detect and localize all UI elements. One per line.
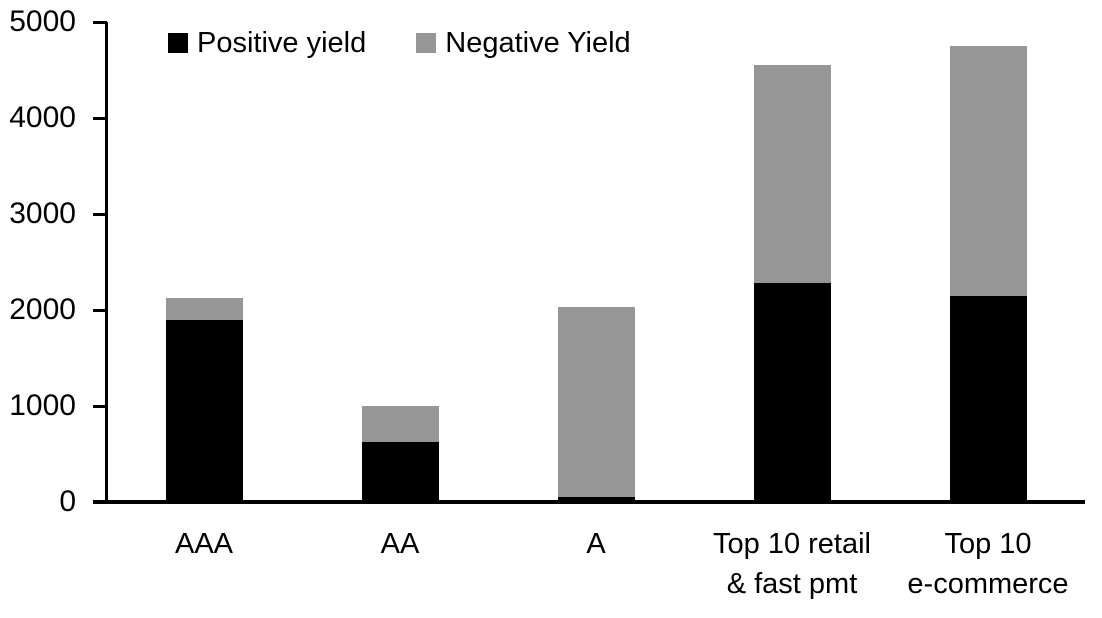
y-axis-tick-mark <box>93 212 107 216</box>
bar-aaa-negative-yield <box>165 298 243 320</box>
x-axis-label-line: AA <box>380 528 420 560</box>
y-axis-tick-label-4000: 4000 <box>9 101 76 134</box>
bar-a-negative-yield <box>557 307 635 498</box>
y-axis-tick-mark <box>93 404 107 408</box>
bar-aaa-positive-yield <box>165 319 243 502</box>
y-axis-line <box>105 22 108 504</box>
bar-top-10-e-commerce-negative-yield <box>949 46 1027 296</box>
y-axis-tick-label-5000: 5000 <box>9 5 76 38</box>
x-axis-label-top-10-e-commerce: Top 10 e-commerce <box>868 524 1102 604</box>
y-axis-tick-label-3000: 3000 <box>9 197 76 230</box>
x-axis-label-line: & fast pmt <box>726 568 858 600</box>
x-axis-label-top-10-retail-fast-pmt: Top 10 retail & fast pmt <box>672 524 912 604</box>
bar-aa-negative-yield <box>361 406 439 442</box>
bar-a-positive-yield <box>557 497 635 502</box>
x-axis-label-aaa: AAA <box>84 524 324 564</box>
y-axis-tick-label-1000: 1000 <box>9 389 76 422</box>
x-axis-label-a: A <box>476 524 716 564</box>
positive-yield-swatch <box>168 33 188 53</box>
y-axis-tick-mark <box>93 500 107 504</box>
bar-top-10-retail-fast-pmt-negative-yield <box>753 65 831 284</box>
negative-yield-swatch <box>416 33 437 53</box>
y-axis-tick-mark <box>93 20 107 24</box>
x-axis-line <box>93 500 1085 504</box>
x-axis-label-line: AAA <box>174 528 234 560</box>
y-axis-tick-mark <box>93 308 107 312</box>
y-axis-tick-mark <box>93 116 107 120</box>
x-axis-label-aa: AA <box>280 524 520 564</box>
x-axis-label-line: e-commerce <box>907 568 1069 600</box>
x-axis-label-line: A <box>586 528 606 560</box>
y-axis-tick-label-0: 0 <box>59 485 76 518</box>
legend-item-negative-yield: Negative Yield <box>416 24 631 62</box>
x-axis-label-line: Top 10 retail <box>713 528 871 560</box>
legend-label-negative-yield: Negative Yield <box>445 27 631 59</box>
bar-top-10-retail-fast-pmt-positive-yield <box>753 283 831 502</box>
x-axis-label-line: Top 10 <box>944 528 1032 560</box>
bar-aa-positive-yield <box>361 441 439 502</box>
chart-legend: Positive yield Negative Yield <box>168 24 631 62</box>
legend-item-positive-yield: Positive yield <box>168 24 366 62</box>
bar-top-10-e-commerce-positive-yield <box>949 295 1027 502</box>
legend-label-positive-yield: Positive yield <box>197 27 367 59</box>
y-axis-tick-label-2000: 2000 <box>9 293 76 326</box>
